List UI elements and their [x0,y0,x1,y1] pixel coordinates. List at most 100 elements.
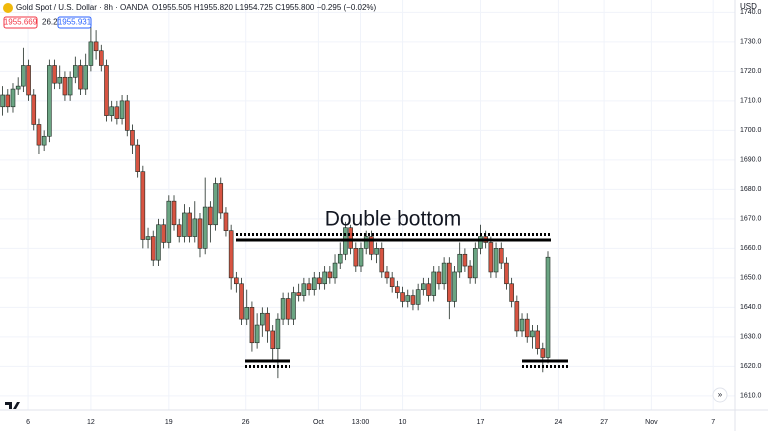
candle-body [41,135,47,146]
candle-body [395,286,400,293]
candle-body [306,283,312,290]
candle-body [119,100,125,119]
candle-body [109,106,114,116]
x-tick-label: 12 [87,419,95,426]
annotation: Double bottom [325,208,462,231]
candle-body [228,230,234,279]
candle-body [436,271,442,285]
candle-body [311,277,317,290]
candle-body [358,248,364,267]
candle-body [530,330,535,338]
sell-price[interactable]: 1955.669 [4,18,38,27]
x-tick-label: 17 [477,419,485,426]
candle-body [62,76,68,96]
candle-body [182,212,187,237]
candle-body [78,65,83,90]
candle-body [244,307,250,320]
scroll-icon[interactable]: » [718,390,723,399]
y-tick-label: 1620.0 [740,363,762,370]
candle-body [218,183,224,214]
candle-body [317,277,322,285]
candle-body [31,94,37,125]
candle-body [535,330,540,349]
candle-body [285,298,291,320]
candle-body [452,271,457,302]
candle-body [509,283,514,302]
y-tick-label: 1730.0 [740,39,762,46]
buy-price[interactable]: 1955.931 [58,18,92,27]
candle-body [192,218,198,237]
candle-body [415,289,421,305]
symbol[interactable]: Gold Spot / U.S. Dollar · 8h · OANDA [16,3,149,12]
candle-body [130,130,135,146]
x-tick-label: 6 [26,419,30,426]
candle-body [467,265,473,279]
logo [5,402,20,409]
candles [0,27,551,379]
candle-body [363,236,369,249]
y-tick-label: 1740.0 [740,9,762,16]
candle-body [488,242,494,273]
candle-body [83,65,89,90]
candle-body [478,236,483,249]
scroll-button[interactable] [712,387,728,403]
candle-body [202,206,208,249]
candle-body [322,271,327,285]
x-tick-label: 26 [242,419,250,426]
x-tick-label: 19 [165,419,173,426]
candle-body [301,283,307,296]
y-tick-label: 1670.0 [740,216,762,223]
y-tick-label: 1630.0 [740,334,762,341]
candle-body [447,262,452,302]
candle-body [150,236,156,261]
candle-body [93,41,99,52]
currency[interactable]: USD [740,2,757,11]
candle-body [384,271,390,279]
candle-body [545,256,551,358]
x-tick-label: 27 [600,419,608,426]
candle-body [0,94,5,108]
candle-body [405,295,411,302]
y-tick-label: 1650.0 [740,275,762,282]
y-tick-label: 1640.0 [740,304,762,311]
y-tick-label: 1720.0 [740,68,762,75]
x-tick-label: 10 [399,419,407,426]
candle-body [260,312,265,326]
candle-body [166,200,172,243]
candle-body [57,76,63,84]
y-tick-label: 1680.0 [740,186,762,193]
candle-body [5,94,11,108]
y-tick-label: 1610.0 [740,393,762,400]
candle-body [26,65,31,96]
candle-body [275,318,281,349]
candle-body [296,292,301,296]
candle-body [462,253,468,267]
candle-body [441,262,447,285]
candle-body [114,106,120,119]
candle-body [265,312,270,332]
candle-body [493,248,499,273]
candle-body [47,65,52,137]
ohlc: O1955.505 H1955.820 L1954.725 C1955.800 … [152,3,377,12]
sell-box[interactable] [3,16,38,29]
candle-body [145,236,151,240]
candle-body [379,248,385,273]
buy-box[interactable] [57,16,92,29]
candle-body [389,277,395,288]
candle-body [135,144,140,172]
candle-body [457,253,462,273]
candle-body [140,171,146,240]
candle-body [421,283,426,290]
x-tick-label: Oct [313,419,324,426]
candle-body [504,262,509,285]
candle-body [514,301,520,332]
candle-body [280,298,286,320]
x-tick-label: 24 [554,419,562,426]
candle-body [337,253,343,264]
grid [0,0,735,410]
candle-body [332,262,338,279]
candle-body [104,65,109,116]
x-tick-label: 7 [711,419,715,426]
candle-body [73,65,78,78]
